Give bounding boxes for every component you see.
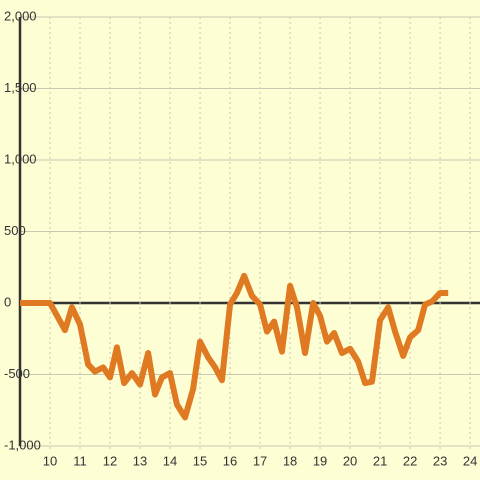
y-tick-label: 500 — [4, 223, 26, 238]
x-tick-label: 11 — [73, 453, 87, 468]
data-line — [20, 272, 449, 421]
x-tick-label: 16 — [223, 453, 237, 468]
labels: -1,000 -500 0 500 1,000 1,500 2,000 10 11 12 13 14 1… — [4, 8, 477, 468]
y-tick-label: 1,000 — [4, 151, 37, 166]
x-tick-label: 23 — [433, 453, 447, 468]
x-tick-label: 15 — [193, 453, 207, 468]
x-tick-label: 18 — [283, 453, 297, 468]
x-tick-label: 10 — [43, 453, 57, 468]
y-tick-label: -1,000 — [4, 437, 41, 452]
y-tick-label: 2,000 — [4, 8, 37, 23]
x-tick-label: 24 — [463, 453, 477, 468]
x-tick-label: 19 — [313, 453, 327, 468]
x-tick-label: 20 — [343, 453, 357, 468]
x-tick-label: 12 — [103, 453, 117, 468]
marks — [20, 272, 449, 421]
x-tick-label: 17 — [253, 453, 267, 468]
x-tick-label: 21 — [373, 453, 387, 468]
y-tick-label: 1,500 — [4, 80, 37, 95]
y-tick-label: -500 — [4, 366, 30, 381]
x-tick-label: 22 — [403, 453, 417, 468]
x-tick-label: 14 — [163, 453, 177, 468]
x-tick-label: 13 — [133, 453, 147, 468]
y-tick-label: 0 — [4, 294, 11, 309]
